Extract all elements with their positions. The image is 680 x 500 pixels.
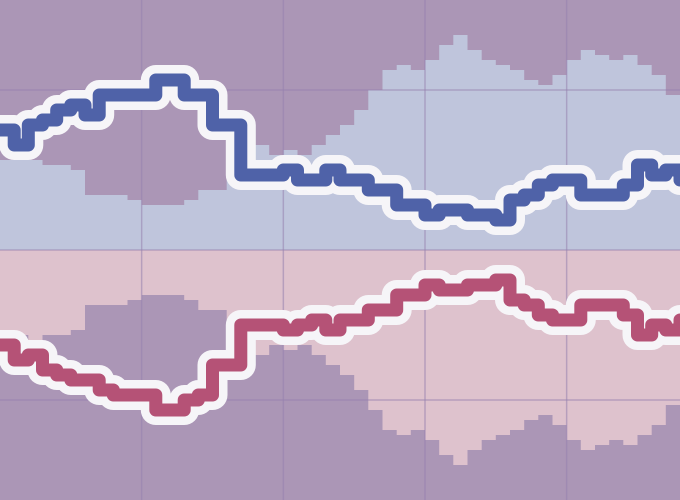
band-blue — [0, 0, 680, 205]
lines-layer — [0, 65, 680, 425]
band-red — [0, 295, 680, 500]
series-line-red — [0, 273, 680, 417]
series-line-blue — [0, 73, 680, 227]
